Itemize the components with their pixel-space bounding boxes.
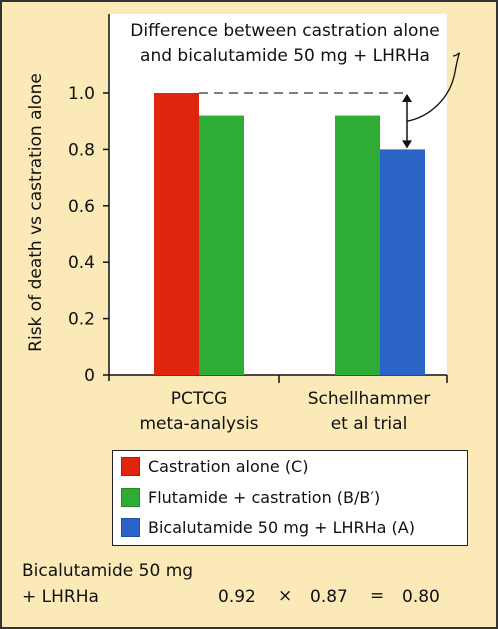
formula-equals-sign: =: [370, 586, 385, 606]
legend-item-flutamide: Flutamide + castration (B/B′): [121, 484, 380, 510]
y-tick-label: 0.6: [68, 197, 95, 217]
legend-item-bicalutamide: Bicalutamide 50 mg + LHRHa (A): [121, 514, 415, 540]
bar: [199, 115, 244, 375]
legend-item-castration: Castration alone (C): [121, 453, 308, 479]
difference-arrow-head-down: [402, 140, 412, 149]
legend-swatch-red: [121, 456, 140, 476]
y-tick-label: 0: [84, 366, 95, 386]
x-category-label: meta-analysis: [139, 414, 258, 434]
legend-label: Flutamide + castration (B/B′): [148, 487, 381, 507]
bar: [335, 115, 380, 375]
legend-label: Bicalutamide 50 mg + LHRHa (A): [148, 517, 415, 537]
formula-times-sign: ×: [278, 586, 293, 606]
formula-result: 0.80: [402, 587, 440, 607]
y-tick-label: 0.4: [68, 253, 95, 273]
y-tick-label: 1.0: [68, 84, 95, 104]
annotation-text: and bicalutamide 50 mg + LHRHa: [140, 46, 430, 66]
y-tick-label: 0.8: [68, 140, 95, 160]
x-category-label: PCTCG: [171, 389, 228, 409]
y-axis-label: Risk of death vs castration alone: [26, 73, 46, 352]
legend: Castration alone (C) Flutamide + castrat…: [112, 450, 468, 546]
formula-factor-b: 0.87: [310, 587, 348, 607]
y-tick-label: 0.2: [68, 310, 95, 330]
bar: [380, 149, 425, 375]
formula-line1: Bicalutamide 50 mg: [22, 561, 194, 581]
legend-label: Castration alone (C): [148, 456, 309, 476]
difference-arrow-head-up: [402, 94, 412, 102]
formula-line2: + LHRHa: [22, 587, 99, 607]
x-category-label: Schellhammer: [308, 389, 431, 409]
annotation-text: Difference between castration alone: [130, 21, 439, 41]
formula-factor-a: 0.92: [218, 587, 256, 607]
bar: [154, 93, 199, 375]
legend-swatch-green: [121, 487, 140, 507]
legend-swatch-blue: [121, 517, 140, 537]
annotation-callout-curve: [406, 52, 460, 122]
x-category-label: et al trial: [331, 414, 408, 434]
